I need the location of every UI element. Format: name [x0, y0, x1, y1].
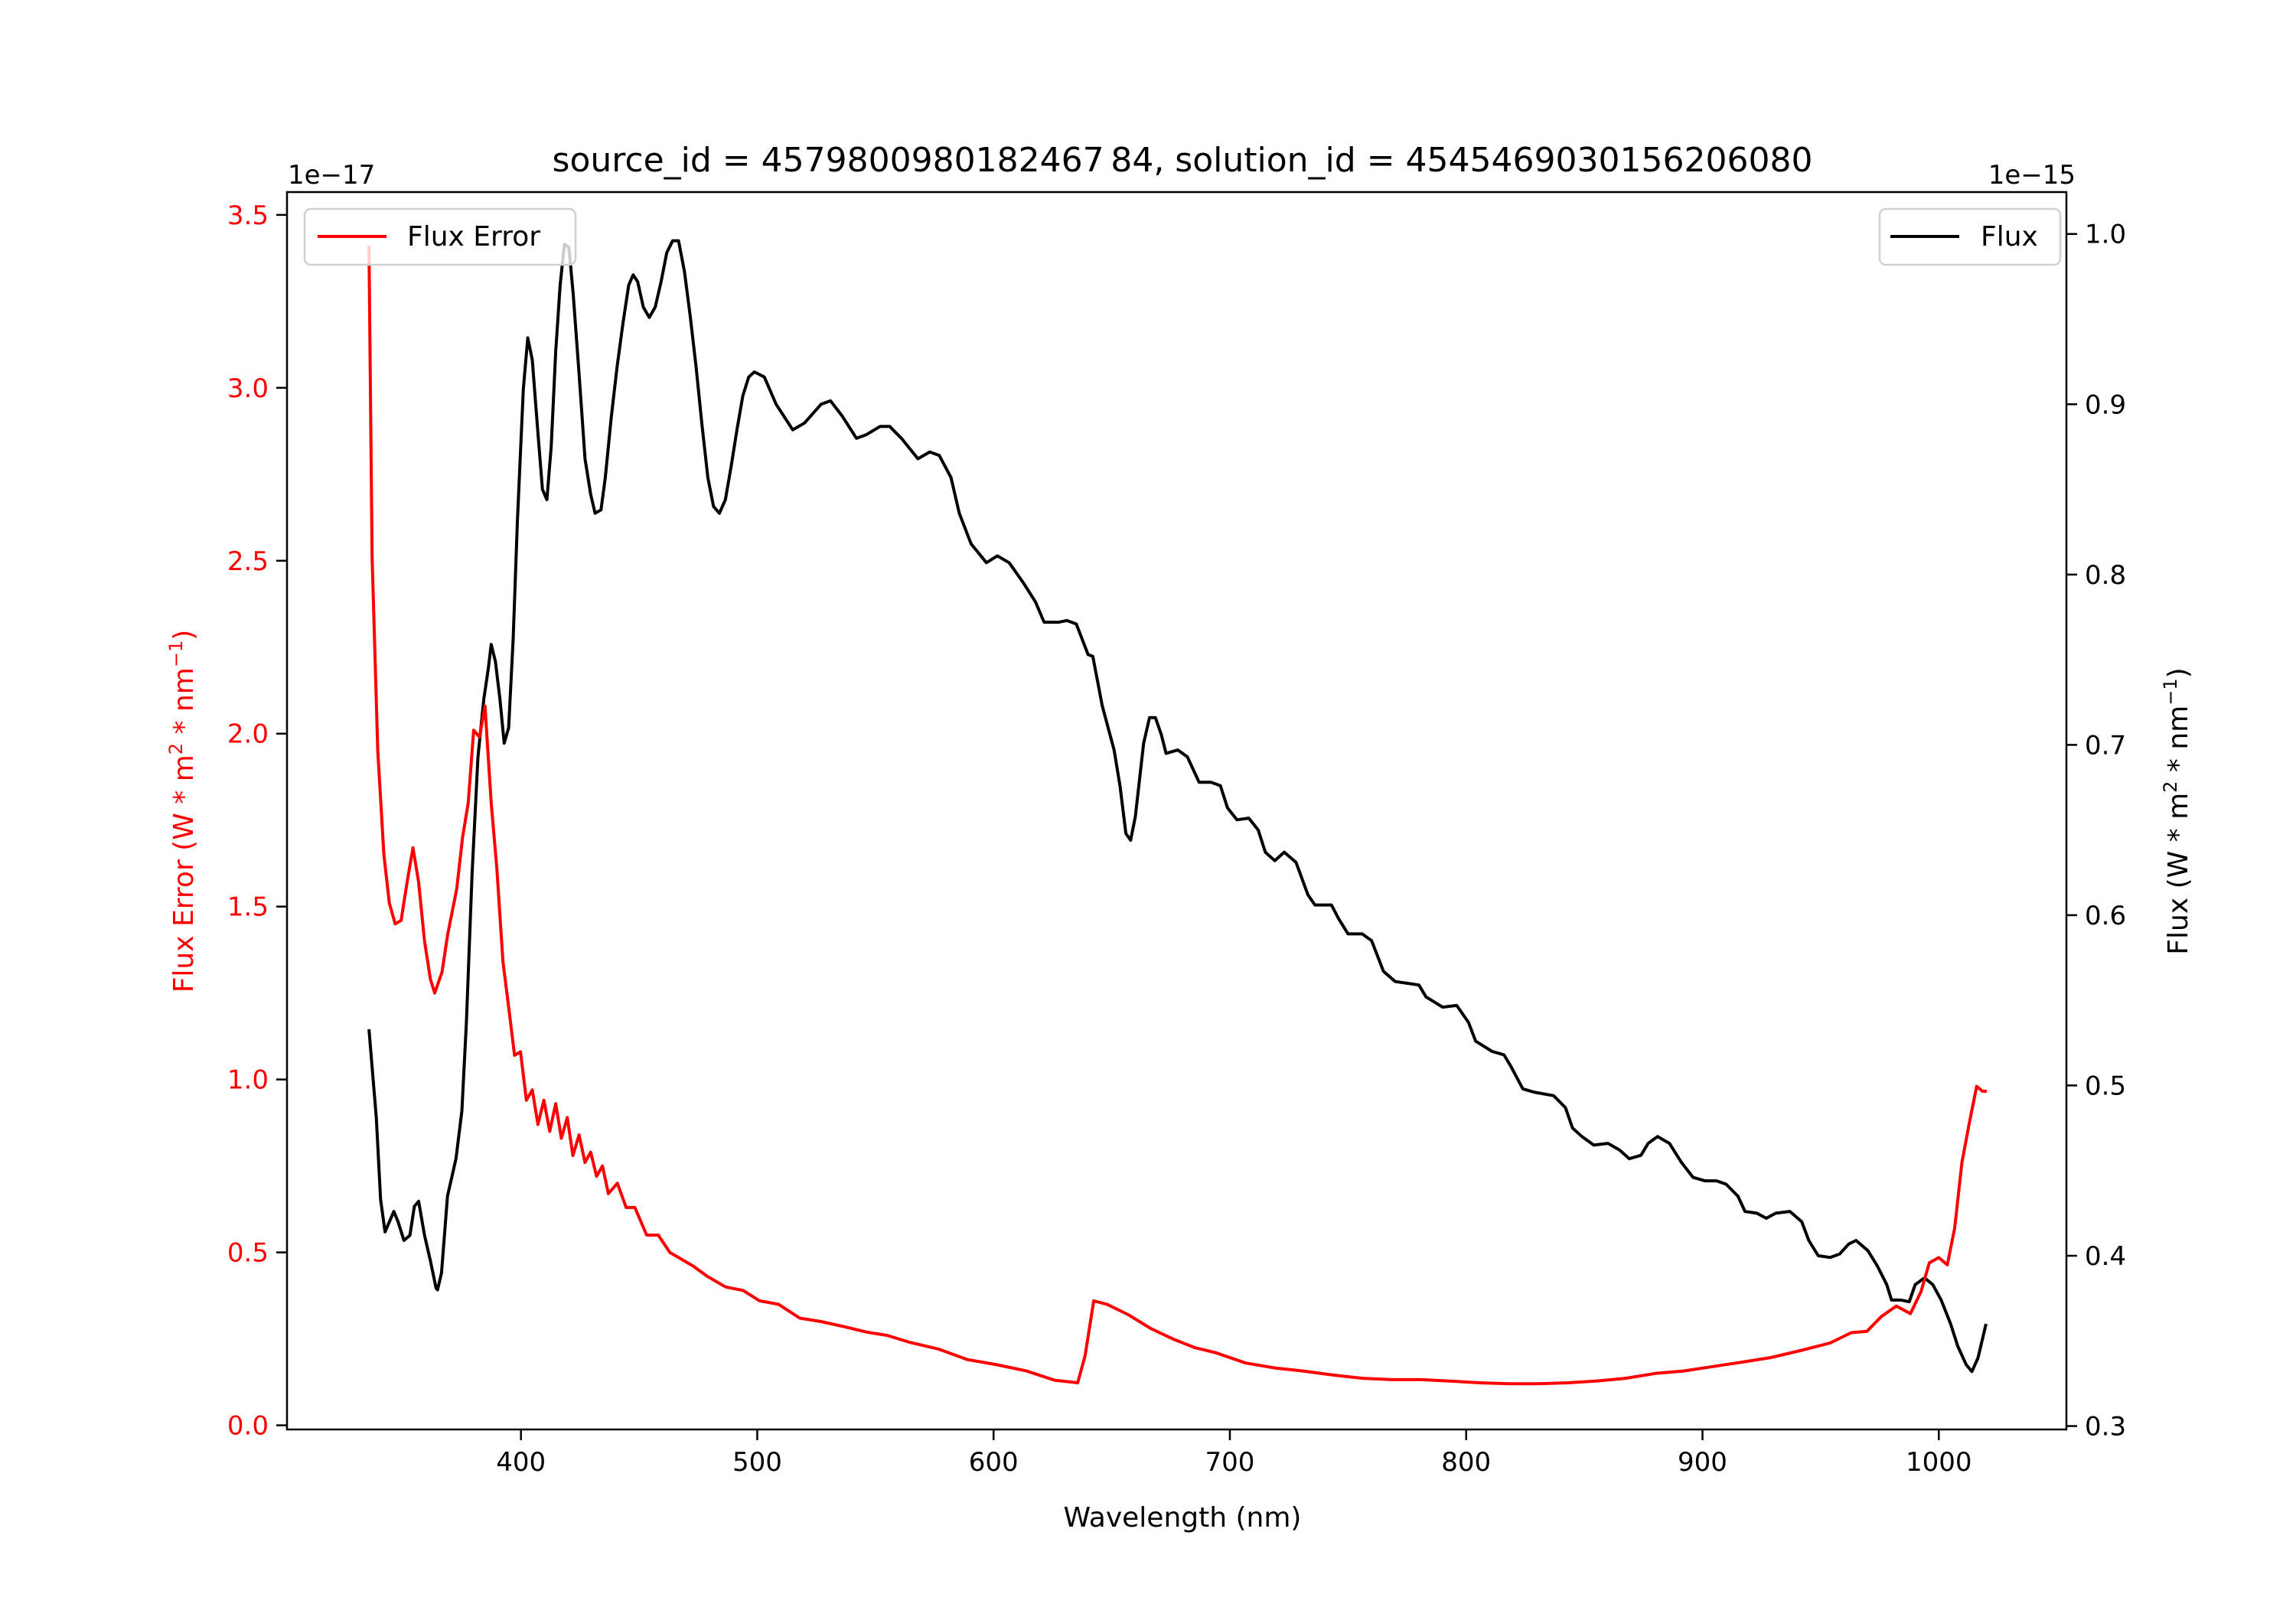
right-y-tick-label: 0.7 [2085, 730, 2126, 761]
left-y-tick-label: 0.0 [227, 1411, 269, 1442]
right-y-tick-label: 0.3 [2085, 1412, 2126, 1442]
right-offset-text: 1e−15 [1988, 160, 2076, 191]
left-y-tick-label: 2.5 [227, 546, 269, 577]
left-offset-text: 1e−17 [288, 160, 375, 191]
x-tick-label: 400 [496, 1447, 546, 1478]
right-y-axis-label: Flux (W * m2 * nm−1) [2160, 667, 2194, 954]
x-tick-label: 500 [732, 1447, 782, 1478]
flux-line [367, 239, 1988, 1374]
x-tick-label: 600 [969, 1447, 1019, 1478]
flux-error-line [367, 246, 1987, 1386]
left-y-tick-label: 0.5 [227, 1238, 269, 1269]
x-tick-label: 800 [1441, 1447, 1491, 1478]
legend-flux-label: Flux [1981, 221, 2038, 253]
x-axis-label: Wavelength (nm) [1064, 1502, 1302, 1534]
legend-flux: Flux [1878, 207, 2062, 266]
right-y-tick-label: 0.4 [2085, 1241, 2126, 1272]
legend-flux-error-label: Flux Error [407, 221, 540, 253]
right-y-tick-label: 1.0 [2085, 220, 2126, 250]
left-y-tick-label: 2.0 [227, 719, 269, 750]
left-y-axis-label: Flux Error (W * m2 * nm−1) [165, 630, 200, 993]
left-y-tick-label: 3.0 [227, 373, 269, 404]
right-y-tick-label: 0.8 [2085, 560, 2126, 591]
right-y-tick-label: 0.5 [2085, 1071, 2126, 1101]
x-tick-label: 1000 [1906, 1447, 1972, 1478]
chart-title: source_id = 4579800980182467 84, solutio… [553, 141, 1813, 180]
left-y-tick-label: 1.0 [227, 1065, 269, 1096]
x-tick-label: 700 [1205, 1447, 1255, 1478]
legend-flux-error: Flux Error [303, 207, 577, 266]
x-tick-label: 900 [1678, 1447, 1727, 1478]
left-y-tick-label: 1.5 [227, 892, 269, 923]
plot-area [367, 239, 1988, 1386]
right-y-tick-label: 0.6 [2085, 901, 2126, 931]
axis-ticks: 400 500 600 700 800 900 1000 0.0 0.5 1.0 1.5 2.0 2.5… [227, 200, 2126, 1478]
left-y-tick-label: 3.5 [227, 200, 269, 231]
right-y-tick-label: 0.9 [2085, 390, 2126, 420]
axes-frame [285, 191, 2068, 1431]
